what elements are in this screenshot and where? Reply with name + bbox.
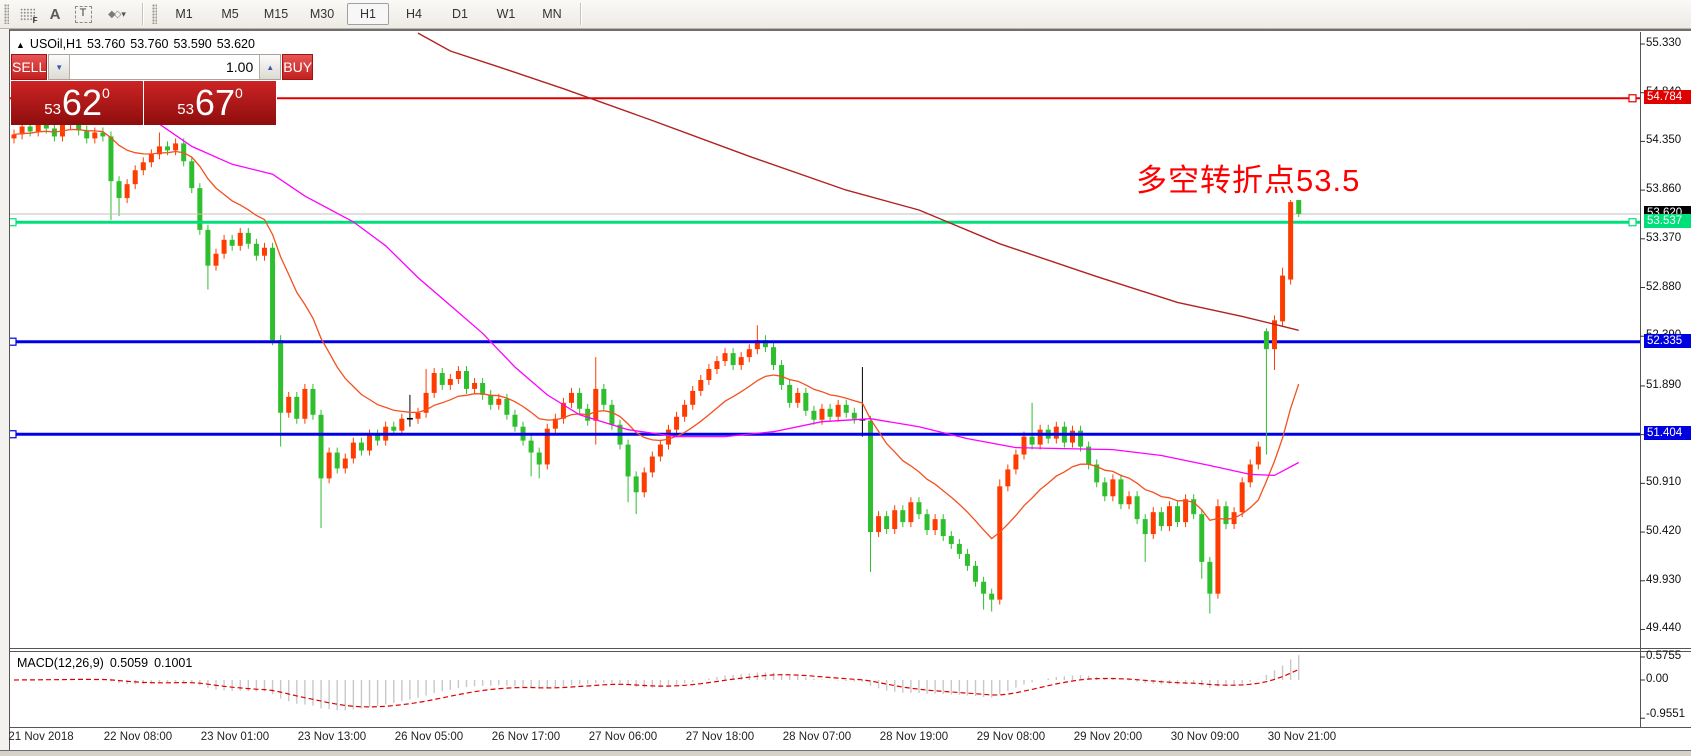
shapes-dropdown-caret: ▾ <box>121 8 126 19</box>
order-grid-icon[interactable]: F <box>14 2 40 26</box>
time-tick-label: 30 Nov 09:00 <box>1170 731 1240 743</box>
sell-button[interactable]: SELL <box>11 54 48 80</box>
time-tick-label: 29 Nov 08:00 <box>976 731 1046 743</box>
time-tick-label: 27 Nov 06:00 <box>588 731 658 743</box>
timeframe-button-h4[interactable]: H4 <box>406 7 422 21</box>
window-bottom-edge <box>0 750 1691 756</box>
resistance-price-label: 54.784 <box>1644 90 1691 105</box>
volume-input[interactable] <box>70 55 260 79</box>
chart-annotation-text: 多空转折点53.5 <box>1136 163 1361 198</box>
time-tick-label: 29 Nov 20:00 <box>1073 731 1143 743</box>
support1-price-label: 52.335 <box>1644 333 1691 348</box>
toolbar-separator-2 <box>580 3 581 25</box>
buy-price-point: 0 <box>234 85 243 101</box>
high-value: 53.760 <box>130 37 169 51</box>
time-tick-label: 28 Nov 19:00 <box>879 731 949 743</box>
buy-button[interactable]: BUY <box>282 54 314 80</box>
macd-name: MACD(12,26,9) <box>17 656 104 670</box>
timeframe-button-m5[interactable]: M5 <box>221 7 239 21</box>
pivot-price-label: 53.537 <box>1644 214 1691 229</box>
toolbar: F A T ◆◇ ▾ M1 M5 M15 M30 H1 H4 D1 W1 MN <box>0 0 1691 29</box>
price-tick-label: 53.370 <box>1646 231 1682 244</box>
timeframe-button-mn[interactable]: MN <box>542 7 562 21</box>
timeframe-toolbar: M1 M5 M15 M30 H1 H4 D1 W1 MN <box>161 3 575 25</box>
macd-indicator-label: MACD(12,26,9) 0.5059 0.1001 <box>17 656 198 670</box>
timeframe-button-m15[interactable]: M15 <box>263 7 289 21</box>
timeframe-button-m30[interactable]: M30 <box>309 7 335 21</box>
time-tick-label: 26 Nov 17:00 <box>491 731 561 743</box>
sell-price-whole: 53 <box>44 101 61 118</box>
shapes-icon[interactable]: ◆◇ ▾ <box>98 2 136 26</box>
macd-scale-label: 0.5755 <box>1646 649 1682 662</box>
price-tick-label: 53.860 <box>1646 183 1682 196</box>
macd-scale-label: -0.9551 <box>1646 708 1686 720</box>
price-tick-label: 52.880 <box>1646 280 1682 293</box>
shapes-glyph: ◆◇ <box>108 8 121 20</box>
volume-increase-button[interactable]: ▲ <box>259 55 281 79</box>
price-tick-label: 49.930 <box>1646 573 1682 586</box>
volume-stepper: ▼ ▲ <box>48 54 282 80</box>
text-label-icon[interactable]: T <box>70 2 96 26</box>
macd-scale-label: 0.00 <box>1646 673 1669 685</box>
volume-decrease-button[interactable]: ▼ <box>49 55 71 79</box>
timeframe-button-h1[interactable]: H1 <box>347 3 389 25</box>
buy-price-whole: 53 <box>177 101 194 118</box>
order-grid-glyph: F <box>19 7 38 25</box>
time-tick-label: 26 Nov 05:00 <box>394 731 464 743</box>
symbol-period-label: USOil,H1 <box>29 37 83 51</box>
time-tick-label: 30 Nov 21:00 <box>1267 731 1337 743</box>
buy-price-tile[interactable]: 53 67 0 <box>144 81 276 125</box>
toolbar-separator <box>142 3 143 25</box>
time-tick-label: 22 Nov 08:00 <box>103 731 173 743</box>
price-tick-label: 55.330 <box>1646 37 1682 49</box>
low-value: 53.590 <box>173 37 212 51</box>
macd-signal-value: 0.1001 <box>154 656 193 670</box>
support2-price-label: 51.404 <box>1644 426 1691 441</box>
time-tick-label: 23 Nov 13:00 <box>297 731 367 743</box>
sell-price-point: 0 <box>101 85 110 101</box>
text-label-glyph: T <box>74 5 92 23</box>
time-tick-label: 23 Nov 01:00 <box>200 731 270 743</box>
sell-price-tile[interactable]: 53 62 0 <box>11 81 143 125</box>
timeframe-button-w1[interactable]: W1 <box>496 7 516 21</box>
collapse-triangle-icon[interactable]: ▲ <box>16 40 25 50</box>
text-a-icon[interactable]: A <box>49 5 61 23</box>
price-tick-label: 50.910 <box>1646 476 1682 489</box>
time-tick-label: 21 Nov 2018 <box>8 731 74 743</box>
one-click-trading-panel: SELL ▼ ▲ BUY 53 62 0 53 67 0 <box>11 54 314 125</box>
timeframe-grip[interactable] <box>152 4 157 24</box>
toolbar-grip[interactable] <box>4 4 9 24</box>
price-tick-label: 51.890 <box>1646 378 1682 391</box>
sell-price-pips: 62 <box>61 82 102 123</box>
time-tick-label: 28 Nov 07:00 <box>782 731 852 743</box>
price-tick-label: 49.440 <box>1646 622 1682 635</box>
time-tick-label: 27 Nov 18:00 <box>685 731 755 743</box>
timeframe-button-d1[interactable]: D1 <box>452 7 468 21</box>
buy-price-pips: 67 <box>194 82 235 123</box>
open-value: 53.760 <box>87 37 126 51</box>
timeframe-button-m1[interactable]: M1 <box>175 7 193 21</box>
price-tick-label: 50.420 <box>1646 525 1682 538</box>
chart-ohlc-header: ▲ USOil,H1 53.760 53.760 53.590 53.620 <box>16 37 260 51</box>
macd-value: 0.5059 <box>109 656 149 670</box>
price-tick-label: 54.350 <box>1646 134 1682 147</box>
close-value: 53.620 <box>216 37 255 51</box>
